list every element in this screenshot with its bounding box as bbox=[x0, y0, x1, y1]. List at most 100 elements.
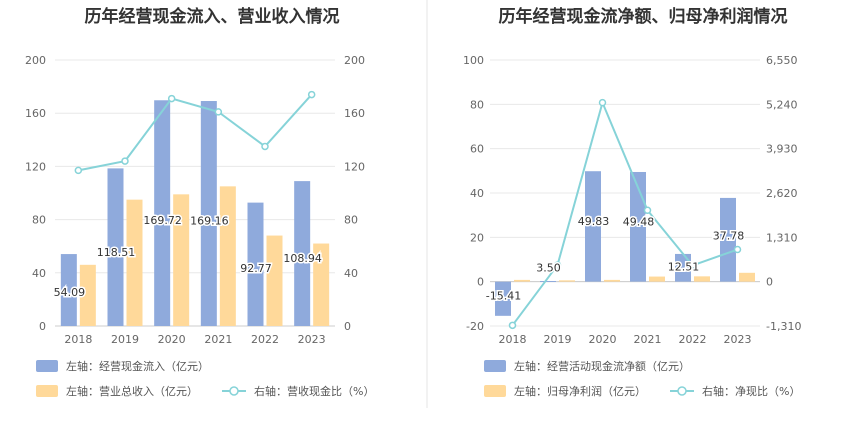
left-axis-tick: -20 bbox=[466, 320, 484, 333]
left-axis-tick: 60 bbox=[470, 143, 484, 156]
right-axis-tick: 3,930 bbox=[766, 143, 798, 156]
bar-data-label: -15.41 bbox=[486, 290, 521, 303]
left-axis-tick: 80 bbox=[32, 214, 46, 227]
secondary-bar bbox=[79, 264, 96, 326]
ratio-line bbox=[511, 99, 738, 326]
secondary-bar bbox=[694, 276, 710, 282]
legend-label: 右轴：营收现金比（%） bbox=[254, 384, 374, 398]
legend-swatch bbox=[484, 385, 506, 397]
bar-data-label: 118.51 bbox=[97, 246, 136, 259]
secondary-bar bbox=[649, 276, 665, 282]
ratio-point bbox=[307, 90, 316, 99]
secondary-bar bbox=[559, 280, 575, 282]
primary-bar bbox=[540, 281, 556, 283]
x-axis-tick: 2022 bbox=[679, 333, 707, 346]
ratio-point bbox=[167, 94, 176, 103]
right-axis-tick: 40 bbox=[344, 267, 358, 280]
right-axis-tick: 5,240 bbox=[766, 98, 798, 111]
legend-label: 左轴：经营活动现金流净额（亿元） bbox=[514, 359, 690, 373]
primary-bar bbox=[675, 253, 691, 282]
x-axis-tick: 2023 bbox=[724, 333, 752, 346]
legend-label: 左轴：归母净利润（亿元） bbox=[514, 384, 646, 398]
chart-title: 历年经营现金流净额、归母净利润情况 bbox=[499, 6, 788, 27]
ratio-line bbox=[78, 93, 313, 172]
bar-data-label: 49.48 bbox=[623, 215, 655, 228]
net-cash-flow-profit-chart: 历年经营现金流净额、归母净利润情况 -20 0 20 40 60 80 100 -1,310 0… bbox=[463, 6, 801, 398]
primary-bar bbox=[495, 281, 511, 316]
ratio-point bbox=[74, 166, 83, 175]
secondary-bar bbox=[266, 235, 283, 326]
x-axis-tick: 2018 bbox=[64, 333, 92, 346]
legend-label: 右轴：净现比（%） bbox=[702, 384, 800, 398]
left-axis-tick: 20 bbox=[470, 231, 484, 244]
bar-data-label: 108.94 bbox=[283, 252, 322, 265]
x-axis-tick: 2023 bbox=[298, 333, 326, 346]
ratio-point bbox=[508, 321, 517, 330]
bar-data-label: 37.78 bbox=[713, 230, 745, 243]
left-axis-tick: 0 bbox=[477, 276, 484, 289]
x-axis-tick: 2018 bbox=[499, 333, 527, 346]
right-axis-tick: 80 bbox=[344, 214, 358, 227]
secondary-bar bbox=[173, 194, 190, 326]
primary-bar bbox=[585, 171, 601, 282]
secondary-bar bbox=[514, 279, 530, 282]
bar-data-label: 54.09 bbox=[54, 286, 86, 299]
bar-data-label: 169.72 bbox=[143, 214, 182, 227]
bar-data-label: 49.83 bbox=[578, 215, 610, 228]
bar-data-label: 92.77 bbox=[240, 262, 272, 275]
ratio-point bbox=[261, 142, 269, 151]
x-axis-tick: 2022 bbox=[251, 333, 279, 346]
legend-line-marker bbox=[677, 386, 687, 396]
ratio-point bbox=[733, 245, 742, 254]
primary-bar bbox=[200, 101, 217, 326]
ratio-point bbox=[553, 261, 562, 269]
ratio-point bbox=[598, 98, 607, 107]
secondary-bar bbox=[604, 279, 620, 282]
secondary-bar bbox=[126, 199, 143, 326]
x-axis-tick: 2021 bbox=[204, 333, 232, 346]
x-axis-tick: 2019 bbox=[111, 333, 139, 346]
secondary-bar bbox=[219, 186, 236, 326]
ratio-point bbox=[688, 261, 697, 270]
right-axis-tick: 0 bbox=[766, 276, 773, 289]
right-axis-tick: -1,310 bbox=[766, 320, 801, 333]
right-axis-tick: 1,310 bbox=[766, 231, 798, 244]
ratio-point bbox=[214, 108, 223, 116]
left-axis-tick: 100 bbox=[463, 54, 484, 67]
right-axis-tick: 0 bbox=[344, 320, 351, 333]
ratio-point bbox=[121, 157, 129, 165]
primary-bar bbox=[294, 181, 311, 326]
primary-bar bbox=[60, 254, 77, 326]
primary-bar bbox=[720, 197, 736, 282]
ratio-point bbox=[643, 206, 652, 215]
x-axis-tick: 2020 bbox=[589, 333, 617, 346]
x-axis-tick: 2021 bbox=[634, 333, 662, 346]
right-axis-tick: 2,620 bbox=[766, 187, 798, 200]
legend-line-marker bbox=[229, 386, 239, 396]
secondary-bar bbox=[313, 243, 330, 326]
left-axis-tick: 160 bbox=[25, 107, 46, 120]
left-axis-tick: 0 bbox=[39, 320, 46, 333]
legend-swatch bbox=[36, 360, 58, 372]
right-axis-tick: 200 bbox=[344, 54, 365, 67]
cash-inflow-revenue-chart: 历年经营现金流入、营业收入情况 0 40 80 120 160 200 0 40 80 120 16… bbox=[25, 6, 374, 398]
right-axis-tick: 120 bbox=[344, 160, 365, 173]
left-axis-tick: 80 bbox=[470, 98, 484, 111]
left-axis-tick: 200 bbox=[25, 54, 46, 67]
legend-swatch bbox=[36, 385, 58, 397]
primary-bar bbox=[154, 100, 171, 326]
bar-data-label: 169.16 bbox=[190, 214, 229, 227]
secondary-bar bbox=[739, 272, 755, 282]
bar-data-label: 3.50 bbox=[536, 262, 561, 275]
chart-title: 历年经营现金流入、营业收入情况 bbox=[85, 6, 340, 27]
bar-data-label: 12.51 bbox=[668, 260, 700, 273]
left-axis-tick: 40 bbox=[32, 267, 46, 280]
x-axis-tick: 2019 bbox=[544, 333, 572, 346]
legend-label: 左轴：营业总收入（亿元） bbox=[66, 384, 198, 398]
x-axis-tick: 2020 bbox=[158, 333, 186, 346]
legend-label: 左轴：经营现金流入（亿元） bbox=[66, 359, 209, 373]
right-axis-tick: 160 bbox=[344, 107, 365, 120]
right-axis-tick: 6,550 bbox=[766, 54, 798, 67]
left-axis-tick: 120 bbox=[25, 160, 46, 173]
